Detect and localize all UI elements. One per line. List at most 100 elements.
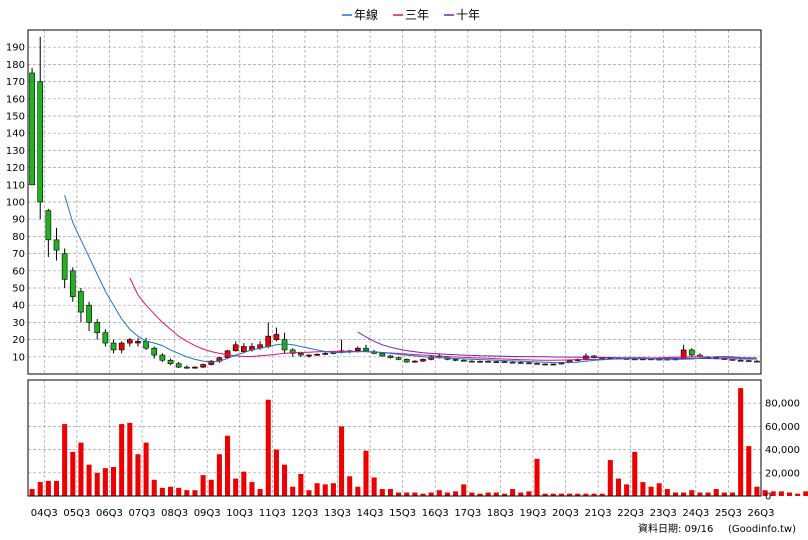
volume-bar-77 [656,483,662,496]
legend-label-2: 十年 [456,8,480,22]
price-tick-17: 180 [6,60,25,71]
ma-3y-line [129,277,757,361]
volume-bar-12 [127,422,133,496]
volume-bar-94 [795,493,801,496]
volume-bar-56 [485,492,491,496]
candle-body-88 [745,360,752,362]
price-tick-3: 40 [12,301,25,312]
volume-bar-95 [803,491,808,496]
source-label: 資料日期: 09/16 [638,522,713,535]
candle-body-1 [37,81,44,203]
candle-body-26 [241,346,247,352]
volume-bar-41 [363,450,369,496]
x-tick-7: 11Q3 [259,508,286,519]
candle-body-11 [118,342,125,351]
volume-bar-59 [510,489,516,496]
volume-bar-70 [599,493,605,496]
volume-bar-2 [45,480,51,496]
x-tick-15: 19Q3 [519,508,546,519]
volume-bar-76 [648,486,654,496]
x-tick-0: 04Q3 [31,508,58,519]
candle-body-8 [94,322,101,334]
volume-bar-87 [738,388,744,496]
volume-tick-2: 40,000 [765,445,800,456]
volume-bar-18 [176,487,182,496]
candle-body-56 [485,360,491,363]
volume-bar-31 [282,464,288,496]
candle-body-59 [509,361,516,364]
volume-bar-90 [762,490,768,496]
price-tick-1: 20 [12,335,25,346]
price-tick-8: 90 [12,215,25,226]
candle-body-4 [61,253,68,280]
volume-tick-0: 0 [765,492,771,503]
candle-body-58 [501,361,508,363]
candle-body-13 [135,341,141,344]
candle-body-5 [69,270,76,297]
candle-body-64 [550,363,557,366]
volume-bar-6 [78,442,84,496]
volume-bar-49 [428,492,434,496]
volume-bar-7 [86,464,92,496]
volume-bar-55 [477,493,483,496]
candle-body-54 [469,360,475,363]
volume-bar-92 [778,491,784,496]
candle-body-30 [273,334,280,340]
volume-bar-28 [257,489,263,496]
volume-bar-66 [567,493,573,496]
x-tick-9: 13Q3 [324,508,351,519]
candle-body-60 [517,362,524,364]
volume-bar-37 [330,483,336,496]
volume-bar-83 [705,492,711,496]
grid-lines [28,30,762,496]
volume-bar-85 [721,492,727,496]
volume-bar-65 [558,493,564,496]
price-tick-6: 70 [12,249,25,260]
candle-body-22 [208,360,215,365]
candle-body-45 [395,357,402,360]
candle-body-41 [363,347,369,352]
volume-panel-frame [27,379,762,497]
price-panel-frame [27,29,762,375]
volume-tick-3: 60,000 [765,422,800,433]
candle-body-44 [387,355,394,358]
volume-bar-20 [192,490,198,496]
candle-body-16 [159,354,166,361]
price-tick-12: 130 [6,146,25,157]
volume-bar-86 [729,492,736,496]
volume-bar-11 [119,424,125,496]
volume-bar-67 [575,493,581,496]
candle-body-9 [102,332,109,344]
candle-body-17 [167,359,174,364]
price-tick-4: 50 [12,284,25,295]
candle-body-47 [412,360,418,363]
x-tick-14: 18Q3 [487,508,514,519]
volume-bar-45 [396,492,402,496]
price-tick-5: 60 [12,266,25,277]
volume-bar-8 [94,472,100,496]
volume-bar-93 [786,492,793,496]
volume-bar-33 [298,473,304,496]
volume-bar-61 [526,491,532,496]
candle-body-15 [151,347,158,356]
volume-bar-26 [241,471,247,496]
volume-bar-22 [208,479,214,496]
volume-bar-79 [672,492,679,496]
source-site: (Goodinfo.tw) [728,524,796,535]
candle-body-43 [379,353,386,357]
x-tick-5: 09Q3 [194,508,221,519]
volume-bar-84 [713,489,719,496]
volume-bar-63 [542,493,548,496]
candle-body-21 [200,364,206,368]
volume-bar-57 [493,492,499,496]
volume-bar-25 [233,478,239,496]
volume-bar-74 [632,451,638,496]
candle-body-46 [403,359,410,363]
volume-bar-48 [420,493,426,496]
volume-bar-47 [412,492,418,496]
price-tick-9: 100 [6,198,25,209]
volume-bar-91 [770,491,776,496]
candlesticks [29,36,760,369]
price-tick-7: 80 [12,232,25,243]
